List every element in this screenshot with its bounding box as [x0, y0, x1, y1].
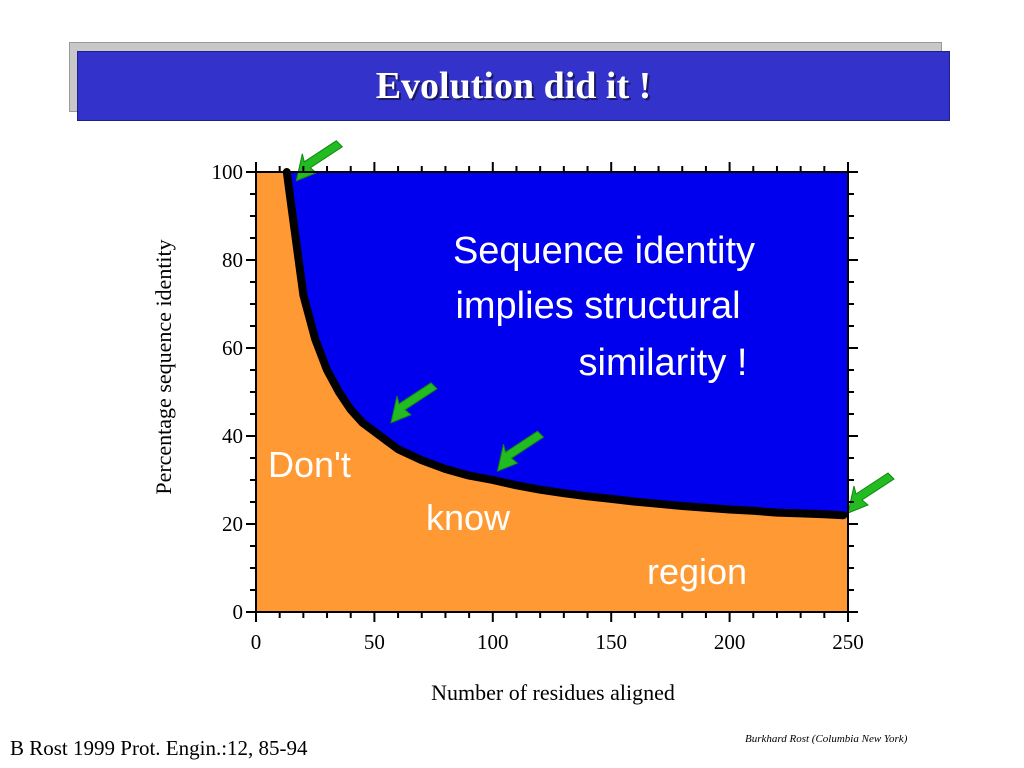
- region-similar: [286, 172, 848, 516]
- y-axis-title: Percentage sequence identity: [151, 239, 176, 494]
- axes: [246, 162, 858, 622]
- region-dont-know: [256, 172, 848, 612]
- plot-area: [256, 140, 895, 612]
- y-tick-label: 80: [222, 248, 243, 272]
- y-tick-label: 20: [222, 512, 243, 536]
- slide-title: Evolution did it !: [375, 65, 652, 107]
- x-tick-label: 50: [364, 630, 385, 654]
- annotation-upper-line-1: Sequence identity: [453, 230, 755, 272]
- x-tick-label: 0: [251, 630, 262, 654]
- y-tick-label: 100: [212, 160, 244, 184]
- x-tick-label: 250: [832, 630, 864, 654]
- pointer-arrow-4: [847, 472, 895, 514]
- annotation-lower-line-1: Don't: [268, 444, 351, 485]
- tick-labels: 0 50 100 150 200 250 0 20 40 60 80 100: [212, 160, 864, 654]
- threshold-curve: [282, 168, 848, 520]
- x-tick-label: 200: [714, 630, 746, 654]
- x-axis-title: Number of residues aligned: [431, 680, 675, 705]
- pointer-arrow-3: [496, 430, 545, 473]
- x-tick-label: 100: [477, 630, 509, 654]
- y-tick-label: 40: [222, 424, 243, 448]
- y-tick-label: 0: [233, 600, 244, 624]
- title-bar: Evolution did it !: [77, 51, 950, 121]
- y-tick-label: 60: [222, 336, 243, 360]
- annotation-lower-line-2: know: [426, 497, 511, 538]
- x-tick-label: 150: [595, 630, 627, 654]
- pointer-arrow-2: [390, 382, 438, 424]
- annotation-upper-line-2: implies structural: [455, 285, 740, 327]
- author-credit: Burkhard Rost (Columbia New York): [745, 733, 908, 745]
- annotation-lower-line-3: region: [647, 551, 747, 592]
- citation: B Rost 1999 Prot. Engin.:12, 85-94: [10, 736, 308, 760]
- annotation-upper-line-3: similarity !: [579, 342, 748, 384]
